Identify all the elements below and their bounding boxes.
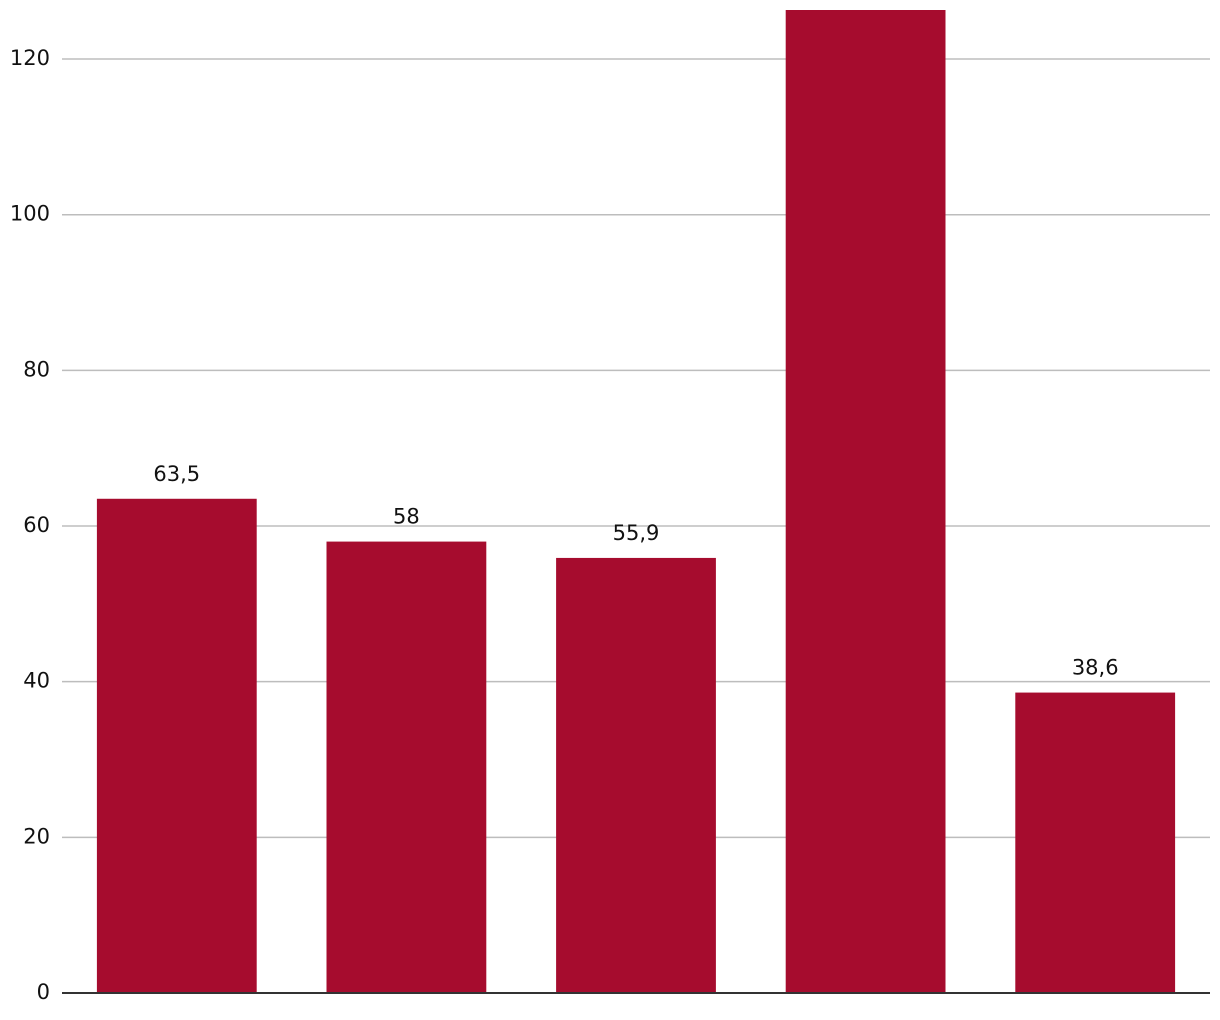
bar: [556, 557, 716, 993]
y-tick-label: 120: [10, 46, 50, 70]
value-label: 55,9: [613, 521, 660, 545]
value-label: 63,5: [153, 462, 200, 486]
y-tick-label: 100: [10, 202, 50, 226]
y-tick-label: 60: [23, 513, 50, 537]
bar: [96, 498, 257, 993]
value-label: 58: [393, 505, 420, 529]
bar: [326, 541, 487, 993]
bar: [1015, 692, 1176, 993]
bar: [785, 10, 946, 993]
y-tick-label: 20: [23, 824, 50, 848]
y-tick-label: 80: [23, 357, 50, 381]
y-tick-label: 0: [37, 980, 50, 1004]
value-label: 38,6: [1072, 656, 1119, 680]
y-tick-label: 40: [23, 669, 50, 693]
